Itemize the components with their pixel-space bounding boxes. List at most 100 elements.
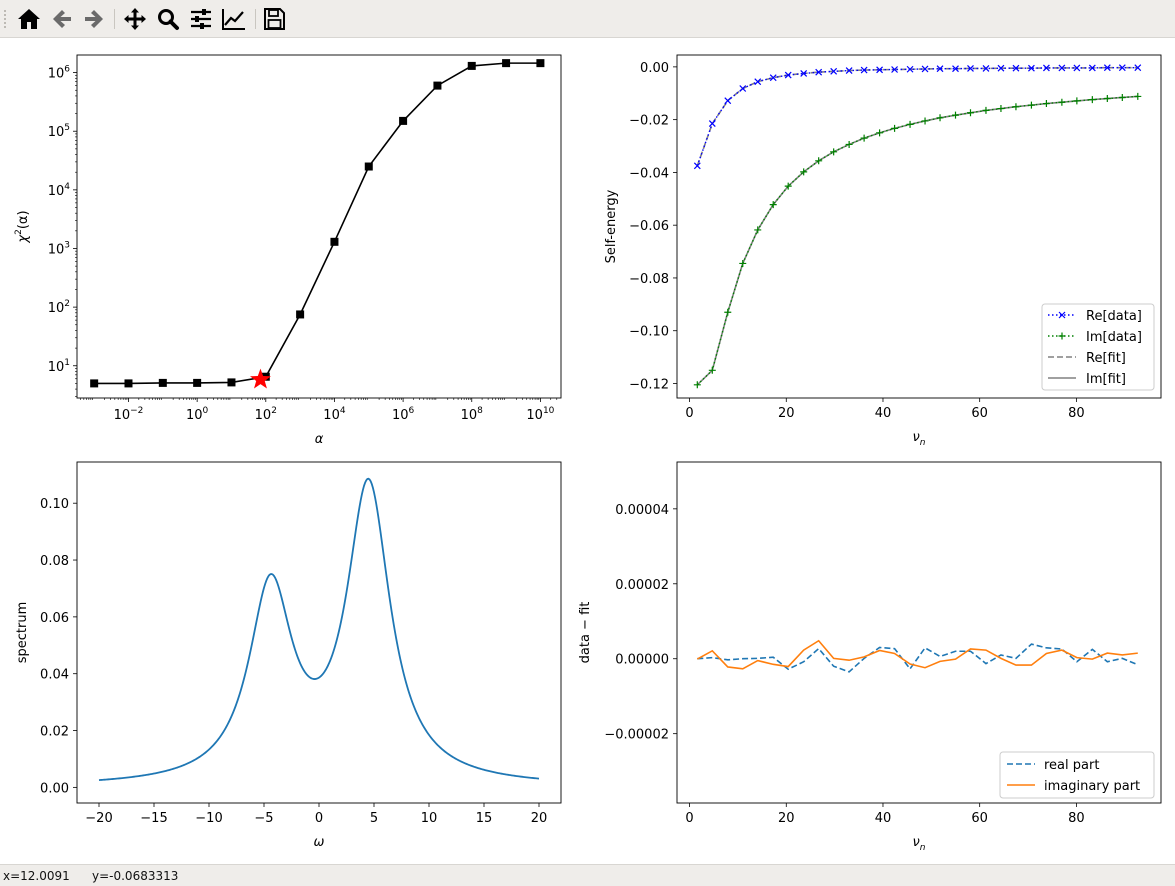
pan-button[interactable] — [121, 5, 149, 33]
data-marker-plus — [800, 168, 808, 176]
chi2-point — [227, 378, 236, 387]
cursor-x-readout: x=12.0091 — [3, 869, 70, 883]
figure: 10−2 100 102 104 106 108 101010110210310410510… — [14, 54, 1162, 853]
y-tick-label: 106 — [48, 65, 71, 82]
data-marker-plus — [936, 114, 944, 122]
x-tick-label: 60 — [971, 811, 988, 826]
save-button[interactable] — [260, 5, 288, 33]
data-marker-plus — [876, 129, 884, 137]
zoom-button[interactable] — [154, 5, 182, 33]
chi2-point — [158, 378, 167, 387]
chart-chi2: 10−2 100 102 104 106 108 1010 101 102 103 104 105 10… — [14, 54, 562, 447]
home-icon — [18, 9, 40, 29]
figure-canvas[interactable]: 10−2 100 102 104 106 108 1010 101 102 103 104 105 10… — [0, 38, 1175, 864]
y-tick-label: −0.00002 — [604, 728, 669, 743]
legend-box — [1041, 303, 1155, 391]
y-tick-label: −0.12 — [629, 377, 669, 392]
x-tick-label: 0 — [315, 811, 323, 826]
chart-spectrum: −20 −15 −10 −5 0 5 10 15 20 0.00 0.02 0.04 0.06 0.08 0… — [15, 461, 562, 850]
data-marker-plus — [997, 105, 1005, 113]
data-marker-x — [769, 74, 777, 82]
x-tick-label: −5 — [254, 811, 273, 826]
magnifier-icon — [158, 9, 179, 30]
cursor-y-readout: y=-0.0683313 — [92, 869, 179, 883]
data-marker-x — [876, 66, 884, 74]
data-marker-x — [724, 97, 732, 105]
data-marker-plus — [708, 366, 716, 374]
data-marker-plus — [724, 308, 732, 316]
data-marker-x — [1058, 64, 1066, 72]
data-marker-plus — [1012, 103, 1020, 111]
spectrum-plot-frame — [76, 461, 562, 804]
forward-button[interactable] — [80, 5, 108, 33]
x-tick-label: 20 — [531, 811, 548, 826]
data-marker-plus — [921, 117, 929, 125]
data-marker-plus — [1103, 95, 1111, 103]
y-tick-label: 102 — [48, 299, 70, 316]
x-tick-label: 10−2 — [114, 406, 144, 423]
arrow-left-icon — [53, 10, 71, 28]
chi2-point — [399, 116, 408, 125]
x-axis-label: ω — [314, 835, 325, 850]
data-marker-x — [1103, 64, 1111, 72]
chi2-point — [90, 379, 99, 388]
data-marker-x — [739, 85, 747, 92]
x-tick-label: 60 — [971, 406, 988, 421]
x-tick-label: 40 — [875, 811, 892, 826]
data-marker-plus — [845, 140, 853, 148]
chart-self-energy: 0 20 40 60 80 0.00 −0.02 −0.04 −0.06 −0.08 −0.10 −0… — [604, 54, 1162, 448]
data-marker-x — [906, 65, 914, 73]
y-tick-label: 0.00 — [40, 781, 69, 796]
x-tick-label: 20 — [778, 406, 795, 421]
data-marker-x — [693, 162, 701, 170]
line-chart-icon — [222, 9, 245, 30]
toolbar-separator — [255, 9, 256, 29]
residual-plot-frame — [676, 461, 1162, 804]
legend-marker-plus — [1058, 332, 1066, 340]
legend-label: Im[fit] — [1086, 372, 1126, 387]
data-marker-plus — [1042, 100, 1050, 108]
legend-label: Im[data] — [1086, 330, 1142, 345]
data-marker-plus — [739, 259, 747, 267]
y-tick-label: 0.08 — [40, 554, 69, 569]
status-bar: x=12.0091 y=-0.0683313 — [0, 864, 1175, 886]
data-marker-plus — [952, 111, 960, 119]
data-marker-plus — [966, 109, 974, 117]
data-marker-plus — [891, 124, 899, 132]
data-marker-plus — [1118, 93, 1126, 101]
home-button[interactable] — [15, 5, 43, 33]
legend-label: Re[fit] — [1086, 351, 1126, 366]
y-tick-label: 0.02 — [40, 725, 69, 740]
x-tick-label: 5 — [370, 811, 378, 826]
y-tick-label: 0.00002 — [615, 578, 669, 593]
y-axis-label: χ2(α) — [14, 210, 31, 243]
data-marker-x — [815, 68, 823, 76]
toolbar-grip — [3, 9, 7, 29]
data-marker-x — [708, 120, 716, 128]
data-marker-plus — [1088, 96, 1096, 104]
data-marker-plus — [815, 157, 823, 165]
data-marker-x — [936, 65, 944, 73]
data-marker-plus — [1073, 97, 1081, 105]
x-tick-label: 106 — [392, 406, 415, 423]
y-tick-label: 0.00004 — [615, 503, 669, 518]
edit-axis-button[interactable] — [220, 5, 248, 33]
data-marker-x — [891, 66, 899, 73]
chi2-point — [193, 378, 202, 387]
residual-line-1 — [696, 639, 1138, 670]
toolbar-separator — [114, 9, 115, 29]
data-marker-x — [830, 67, 838, 75]
x-tick-label: 10 — [421, 811, 438, 826]
arrow-right-icon — [85, 10, 103, 28]
selected-alpha-star — [250, 368, 271, 389]
data-marker-x — [1042, 64, 1050, 72]
chi2-point — [467, 61, 476, 70]
back-button[interactable] — [48, 5, 76, 33]
data-marker-x — [1134, 64, 1142, 72]
y-axis-label: spectrum — [15, 602, 30, 664]
data-marker-plus — [1027, 101, 1035, 109]
x-tick-label: −15 — [140, 811, 167, 826]
configure-subplots-button[interactable] — [187, 5, 215, 33]
y-tick-label: 0.10 — [40, 497, 69, 512]
y-axis-label: data − fit — [578, 602, 593, 664]
